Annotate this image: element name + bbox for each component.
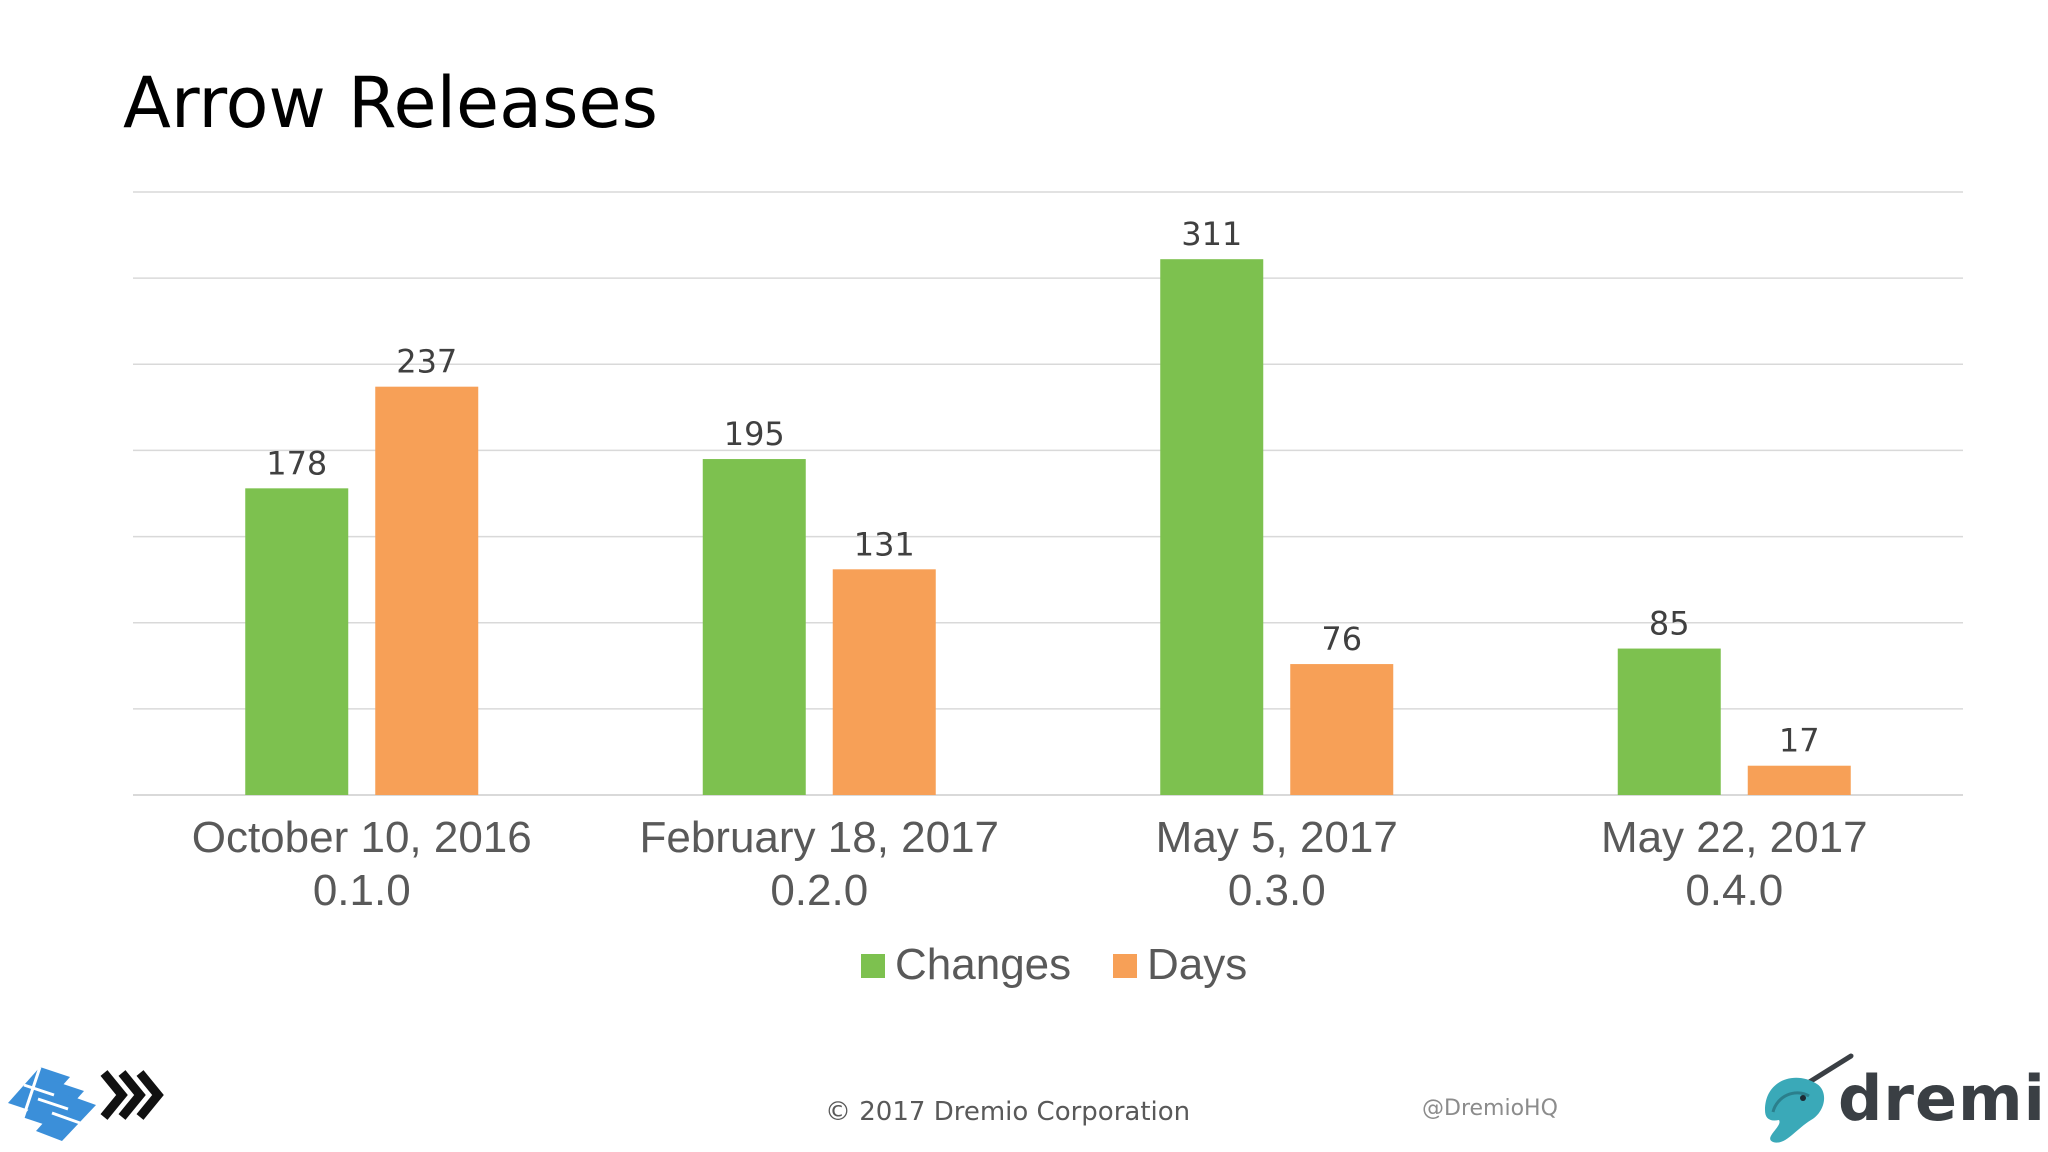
category-version-label: 0.1.0 (313, 866, 411, 915)
category-version-label: 0.4.0 (1685, 866, 1783, 915)
data-label-days-1: 131 (854, 525, 915, 563)
data-label-changes-3: 85 (1649, 605, 1690, 643)
data-label-changes-2: 311 (1181, 215, 1242, 253)
bar-changes-3 (1617, 648, 1721, 795)
category-date-label: February 18, 2017 (639, 813, 999, 862)
bar-days-1 (832, 569, 936, 795)
footer-handle: @DremioHQ (1422, 1096, 1558, 1121)
category-date-label: May 22, 2017 (1601, 813, 1868, 862)
category-date-label: October 10, 2016 (192, 813, 532, 862)
legend-swatch-days (1113, 954, 1137, 978)
footer-copyright: © 2017 Dremio Corporation (825, 1097, 1191, 1127)
bars (245, 259, 1851, 796)
data-label-days-3: 17 (1779, 722, 1820, 760)
bar-changes-1 (702, 459, 806, 795)
category-version-label: 0.3.0 (1228, 866, 1326, 915)
category-version-label: 0.2.0 (770, 866, 868, 915)
legend-label-changes: Changes (895, 940, 1071, 989)
dremio-narwhal-logo-icon (1765, 1053, 1854, 1143)
legend-label-days: Days (1147, 940, 1247, 989)
data-label-changes-1: 195 (724, 415, 785, 453)
legend: Changes Days (861, 940, 1247, 989)
bar-days-2 (1290, 664, 1394, 795)
dremio-wordmark: dremio (1838, 1062, 2048, 1135)
bar-days-0 (375, 386, 479, 795)
bar-changes-2 (1160, 259, 1264, 796)
data-label-changes-0: 178 (266, 444, 327, 482)
legend-swatch-changes (861, 954, 885, 978)
data-label-days-2: 76 (1321, 620, 1362, 658)
data-labels: 178 237 195 131 311 76 85 17 (266, 215, 1819, 760)
category-date-label: May 5, 2017 (1156, 813, 1398, 862)
slide-title: Arrow Releases (123, 62, 658, 144)
bar-days-3 (1747, 765, 1851, 795)
data-label-days-0: 237 (396, 343, 457, 381)
bar-changes-0 (245, 488, 349, 795)
arrow-logo-icon (8, 1066, 164, 1141)
